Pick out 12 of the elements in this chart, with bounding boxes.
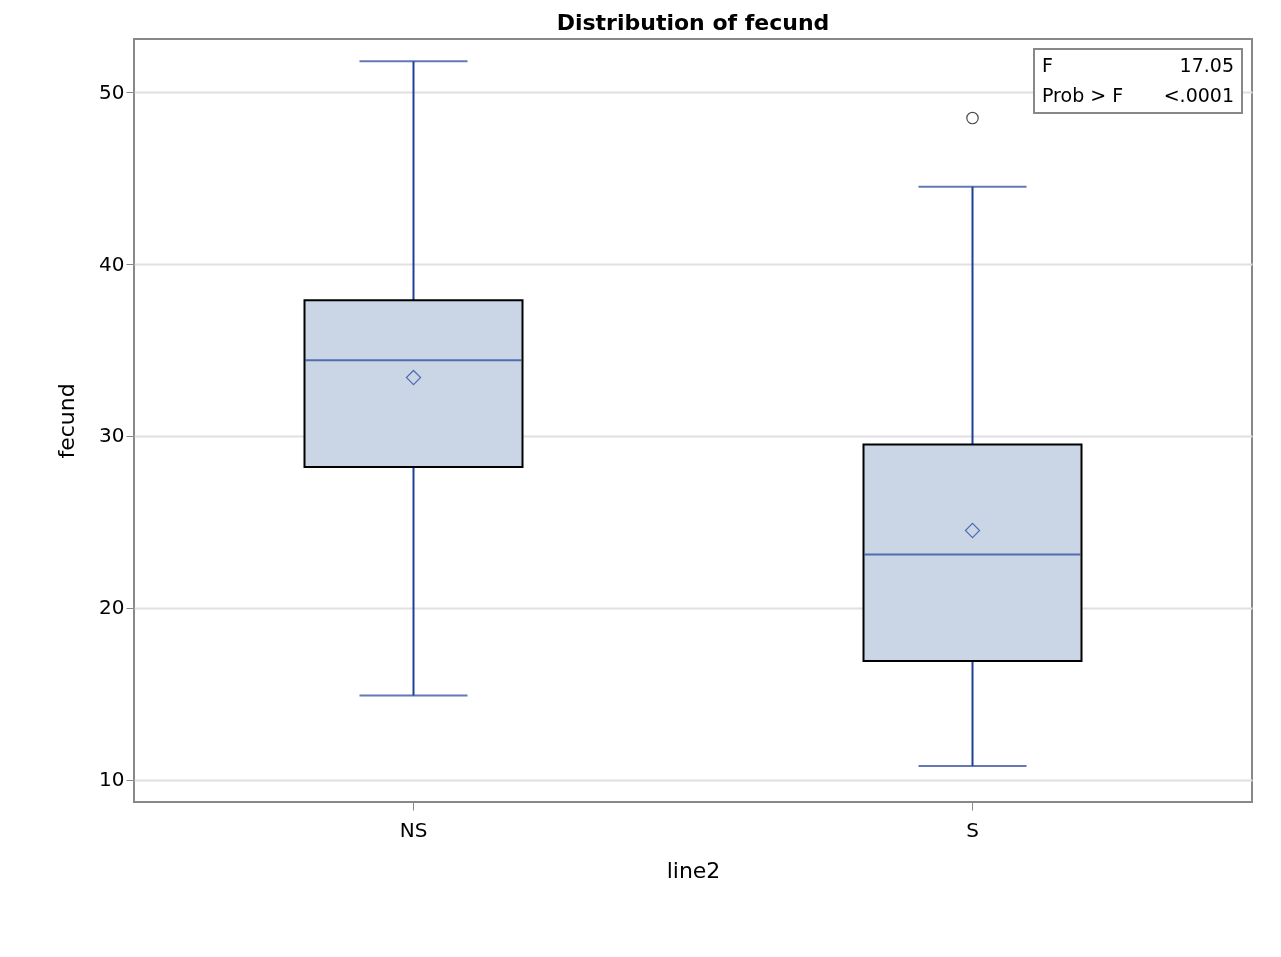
y-tick-label: 50 (99, 79, 125, 104)
y-tick-label: 10 (99, 767, 125, 792)
text: Prob > F <.0001 (1042, 84, 1234, 106)
x-axis-title: line2 (666, 857, 721, 883)
text: F 17.05 (1042, 54, 1234, 76)
x-tick-label: S (966, 817, 979, 842)
y-tick-label: 30 (99, 423, 125, 448)
x-tick-label: NS (399, 817, 428, 842)
chart-title: Distribution of fecund (556, 10, 830, 35)
y-tick-label: 20 (99, 595, 125, 620)
y-axis-title: fecund (54, 383, 80, 459)
y-tick-label: 40 (99, 251, 125, 276)
